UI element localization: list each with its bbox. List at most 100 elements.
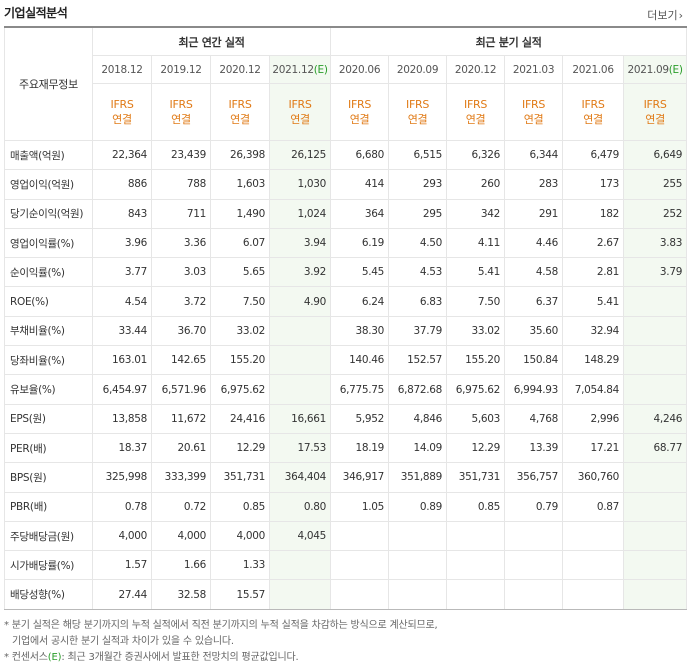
table-cell: 342 <box>446 198 506 229</box>
table-cell <box>446 550 506 581</box>
table-cell: 68.77 <box>623 432 688 464</box>
table-cell: 17.53 <box>268 432 332 464</box>
table-cell <box>330 520 390 552</box>
table-cell: 33.02 <box>210 315 270 347</box>
table-cell: 3.36 <box>151 227 211 259</box>
row-label: 영업이익률(%) <box>4 227 93 259</box>
table-cell: 1,490 <box>210 198 270 229</box>
row-label: 시가배당률(%) <box>4 550 93 581</box>
table-cell: 4,000 <box>92 520 152 552</box>
table-cell: 148.29 <box>562 345 625 376</box>
table-cell: 3.77 <box>92 257 152 288</box>
table-cell <box>623 520 688 552</box>
period-header: 2021.06 <box>562 55 625 84</box>
table-cell: 163.01 <box>92 345 152 376</box>
table-cell: 6,975.62 <box>446 374 506 405</box>
table-cell: 4,045 <box>268 520 332 552</box>
table-cell <box>268 550 332 581</box>
row-label: 유보율(%) <box>4 374 93 405</box>
table-cell: 1,030 <box>268 169 332 200</box>
standard-ifrs: IFRS <box>288 98 312 111</box>
table-cell: 150.84 <box>504 345 564 376</box>
table-cell: 346,917 <box>330 462 390 493</box>
table-cell: 35.60 <box>504 315 564 347</box>
footnotes: * 분기 실적은 해당 분기까지의 누적 실적에서 직전 분기까지의 누적 실적… <box>4 618 689 666</box>
period-label: 2021.06 <box>572 63 614 76</box>
table-cell: 6,479 <box>562 139 625 171</box>
table-cell: 18.19 <box>330 432 390 464</box>
table-cell: 7,054.84 <box>562 374 625 405</box>
table-cell: 295 <box>388 198 448 229</box>
period-header: 2021.12(E) <box>268 55 332 84</box>
table-cell <box>268 345 332 376</box>
table-row: 시가배당률(%) 1.57 1.66 1.33 <box>4 550 688 581</box>
table-cell: 0.85 <box>210 491 270 522</box>
table-cell: 32.94 <box>562 315 625 347</box>
period-label: 2020.06 <box>338 63 381 76</box>
standard-consolidated: 연결 <box>112 113 132 126</box>
table-cell: 0.72 <box>151 491 211 522</box>
table-cell: 360,760 <box>562 462 625 493</box>
table-cell <box>388 550 448 581</box>
section-title: 기업실적분석 <box>4 6 68 20</box>
standard-ifrs: IFRS <box>110 98 134 111</box>
table-row: 영업이익률(%) 3.96 3.36 6.07 3.94 6.19 4.50 4.11 4.46… <box>4 227 688 259</box>
period-label: 2021.09 <box>627 63 669 76</box>
table-cell: 26,398 <box>210 139 270 171</box>
footnote-2: * 컨센서스(E): 최근 3개월간 증권사에서 발표한 전망치의 평균값입니다… <box>4 650 689 666</box>
table-cell: 351,889 <box>388 462 448 493</box>
table-cell <box>623 462 688 493</box>
table-cell: 3.83 <box>623 227 688 259</box>
row-label: EPS(원) <box>4 403 93 434</box>
table-cell: 13,858 <box>92 403 152 434</box>
period-header: 2018.12 <box>92 55 152 84</box>
standard-header: IFRS 연결 <box>330 83 390 141</box>
table-cell <box>504 550 564 581</box>
table-row: 유보율(%) 6,454.97 6,571.96 6,975.62 6,775.75 6,… <box>4 374 688 405</box>
table-cell: 5,952 <box>330 403 390 434</box>
table-cell: 7.50 <box>210 286 270 317</box>
table-cell: 5.45 <box>330 257 390 288</box>
standard-ifrs: IFRS <box>522 98 546 111</box>
table-cell: 12.29 <box>446 432 506 464</box>
table-cell: 6.24 <box>330 286 390 317</box>
standard-ifrs: IFRS <box>406 98 430 111</box>
corner-header: 주요재무정보 <box>4 26 93 141</box>
table-row: BPS(원) 325,998 333,399 351,731 364,404 346,91… <box>4 462 688 493</box>
period-label: 2020.09 <box>396 63 439 76</box>
table-cell: 5,603 <box>446 403 506 434</box>
period-label: 2019.12 <box>160 63 202 76</box>
standard-consolidated: 연결 <box>645 113 665 126</box>
table-cell: 4.46 <box>504 227 564 259</box>
more-label: 더보기 <box>647 9 678 22</box>
table-cell <box>562 520 625 552</box>
table-row: PBR(배) 0.78 0.72 0.85 0.80 1.05 0.89 0.85 0.79 0.… <box>4 491 688 522</box>
table-cell: 37.79 <box>388 315 448 347</box>
footnote-1: * 분기 실적은 해당 분기까지의 누적 실적에서 직전 분기까지의 누적 실적… <box>4 619 438 631</box>
table-cell: 4.90 <box>268 286 332 317</box>
table-cell: 2,996 <box>562 403 625 434</box>
table-cell: 20.61 <box>151 432 211 464</box>
table-cell: 260 <box>446 169 506 200</box>
table-cell: 6.19 <box>330 227 390 259</box>
table-cell: 3.72 <box>151 286 211 317</box>
table-cell: 173 <box>562 169 625 200</box>
table-cell: 5.65 <box>210 257 270 288</box>
estimate-mark: (E) <box>668 63 683 76</box>
table-row: 순이익률(%) 3.77 3.03 5.65 3.92 5.45 4.53 5.41 4.58 2… <box>4 257 688 288</box>
table-cell <box>446 520 506 552</box>
period-label: 2021.12 <box>272 63 314 76</box>
period-label: 2020.12 <box>454 63 497 76</box>
period-label: 2018.12 <box>101 63 143 76</box>
standard-header: IFRS 연결 <box>562 83 625 141</box>
table-cell: 0.79 <box>504 491 564 522</box>
table-row: 매출액(억원) 22,364 23,439 26,398 26,125 6,680 6,51… <box>4 139 688 171</box>
standard-header: IFRS 연결 <box>268 83 332 141</box>
table-cell <box>504 520 564 552</box>
quarter-group-header: 최근 분기 실적 <box>330 26 688 56</box>
table-cell: 4.53 <box>388 257 448 288</box>
table-cell: 356,757 <box>504 462 564 493</box>
more-link[interactable]: 더보기› <box>647 7 683 23</box>
row-label: 주당배당금(원) <box>4 520 93 552</box>
row-label: 당기순이익(억원) <box>4 198 93 229</box>
